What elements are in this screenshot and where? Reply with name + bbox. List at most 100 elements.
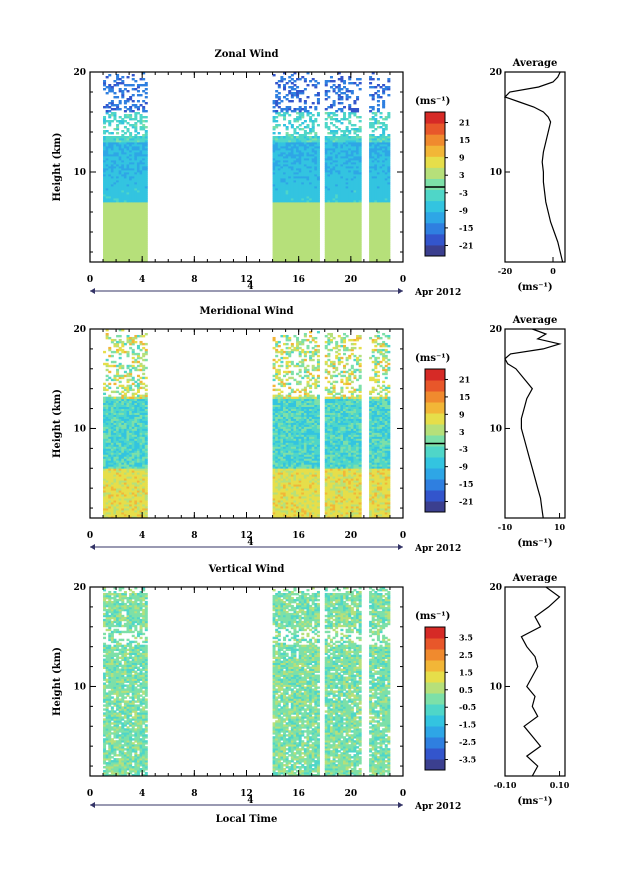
heatmap-cell	[103, 130, 106, 132]
colorbar-swatch	[425, 123, 445, 135]
heatmap-cell	[111, 361, 114, 363]
heatmap-cell	[299, 78, 302, 80]
heatmap-cell	[132, 94, 135, 96]
colorbar-tick-label: 3	[459, 170, 465, 180]
heatmap-cell	[335, 118, 338, 120]
heatmap-cell	[142, 78, 145, 80]
heatmap-cell	[330, 136, 333, 138]
heatmap-cell	[317, 124, 320, 126]
heatmap-cell	[119, 393, 122, 395]
heatmap-cell	[385, 124, 388, 126]
heatmap-cell	[293, 118, 296, 120]
heatmap-cell	[111, 100, 114, 102]
profile-x-tick-label: -20	[498, 266, 513, 276]
heatmap-cell	[119, 136, 122, 138]
heatmap-cell	[353, 136, 356, 138]
heatmap-cell	[124, 100, 127, 102]
heatmap-cell	[312, 114, 315, 116]
heatmap-cell	[291, 78, 294, 80]
heatmap-cell	[116, 387, 119, 389]
heatmap-cell	[113, 339, 116, 341]
heatmap-cell	[296, 116, 299, 118]
heatmap-cell	[108, 383, 111, 385]
heatmap-cell	[119, 88, 122, 90]
heatmap-cell	[119, 397, 122, 399]
heatmap-cell	[273, 110, 276, 112]
heatmap-cell	[106, 120, 109, 122]
heatmap-cell	[351, 124, 354, 126]
heatmap-cell	[301, 112, 304, 114]
heatmap-cell	[132, 84, 135, 86]
heatmap-cell	[387, 94, 390, 96]
heatmap-cell	[380, 86, 383, 88]
heatmap-cell	[372, 122, 375, 124]
heatmap-cell	[330, 76, 333, 78]
heatmap-cell	[119, 108, 122, 110]
heatmap-cell	[296, 132, 299, 134]
heatmap-cell	[317, 98, 320, 100]
heatmap-cell	[127, 90, 130, 92]
heatmap-cell	[119, 363, 122, 365]
heatmap-cell	[145, 92, 148, 94]
heatmap-cell	[103, 88, 106, 90]
heatmap-cell	[113, 128, 116, 130]
heatmap-cell	[103, 393, 106, 395]
colorbar-swatch	[425, 201, 445, 213]
heatmap-cell	[129, 96, 132, 98]
heatmap-cell	[346, 118, 349, 120]
heatmap-cell	[140, 94, 143, 96]
heatmap-cell	[330, 86, 333, 88]
heatmap-cell	[353, 82, 356, 84]
heatmap-cell	[377, 90, 380, 92]
heatmap-cell	[108, 355, 111, 357]
heatmap-cell	[132, 74, 135, 76]
heatmap-cell	[301, 108, 304, 110]
heatmap-cell	[309, 80, 312, 82]
heatmap-cell	[356, 84, 359, 86]
heatmap-cell	[333, 118, 336, 120]
heatmap-cell	[103, 387, 106, 389]
heatmap-cell	[325, 112, 328, 114]
heatmap-cell	[333, 80, 336, 82]
heatmap-cell	[291, 86, 294, 88]
heatmap-cell	[278, 106, 281, 108]
heatmap-cell	[145, 110, 148, 112]
heatmap-cell	[119, 120, 122, 122]
heatmap-cell	[106, 397, 109, 399]
heatmap-cell	[306, 84, 309, 86]
heatmap-cell	[137, 120, 140, 122]
heatmap-cell	[309, 116, 312, 118]
heatmap-cell	[116, 365, 119, 367]
x-tick-label: 0	[400, 275, 406, 285]
heatmap-cell	[127, 114, 130, 116]
heatmap-cell	[106, 375, 109, 377]
heatmap-cell	[283, 124, 286, 126]
heatmap-cells	[103, 329, 390, 518]
heatmap-cell	[132, 104, 135, 106]
heatmap-cell	[280, 136, 283, 138]
heatmap-cell	[119, 78, 122, 80]
heatmap-cell	[304, 78, 307, 80]
heatmap-cell	[288, 114, 291, 116]
heatmap-cell	[351, 108, 354, 110]
heatmap-cell	[275, 116, 278, 118]
heatmap-cell	[124, 126, 127, 128]
heatmap-cell	[377, 100, 380, 102]
heatmap-cell	[124, 84, 127, 86]
heatmap-cell	[119, 335, 122, 337]
heatmap-cell	[356, 96, 359, 98]
heatmap-cell	[346, 94, 349, 96]
heatmap-cell	[299, 134, 302, 136]
heatmap-cell	[340, 108, 343, 110]
heatmap-cell	[283, 108, 286, 110]
profile-y-tick-label: 20	[489, 68, 502, 78]
heatmap-cell	[293, 128, 296, 130]
heatmap-cell	[134, 134, 137, 136]
heatmap-cell	[103, 363, 106, 365]
heatmap-cell	[134, 88, 137, 90]
heatmap-cell	[353, 124, 356, 126]
heatmap-cell	[127, 136, 130, 138]
heatmap-cell	[113, 343, 116, 345]
heatmap-cell	[113, 108, 116, 110]
colorbar-tick-label: 15	[459, 135, 470, 145]
